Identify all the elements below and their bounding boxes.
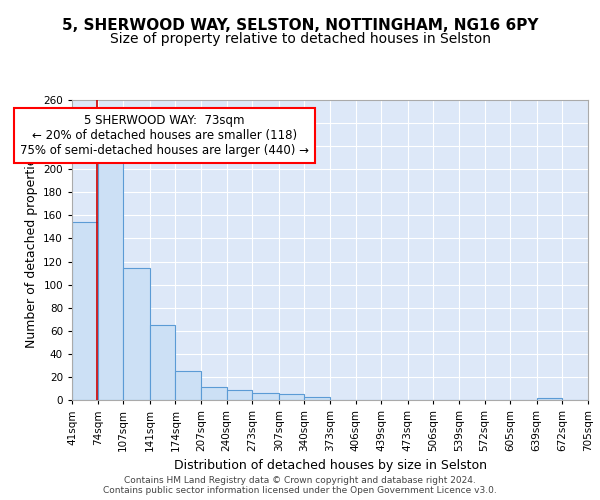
Bar [279, 394, 304, 400]
Bar [150, 325, 175, 400]
Bar [123, 268, 150, 400]
Y-axis label: Number of detached properties: Number of detached properties [25, 152, 38, 348]
Text: Size of property relative to detached houses in Selston: Size of property relative to detached ho… [110, 32, 491, 46]
Text: 5, SHERWOOD WAY, SELSTON, NOTTINGHAM, NG16 6PY: 5, SHERWOOD WAY, SELSTON, NOTTINGHAM, NG… [62, 18, 538, 32]
Text: 5 SHERWOOD WAY:  73sqm
← 20% of detached houses are smaller (118)
75% of semi-de: 5 SHERWOOD WAY: 73sqm ← 20% of detached … [20, 114, 309, 157]
Bar [72, 222, 98, 400]
Bar [537, 398, 562, 400]
X-axis label: Distribution of detached houses by size in Selston: Distribution of detached houses by size … [173, 460, 487, 472]
Bar [252, 393, 279, 400]
Bar [98, 156, 123, 400]
Text: Contains HM Land Registry data © Crown copyright and database right 2024.
Contai: Contains HM Land Registry data © Crown c… [103, 476, 497, 495]
Bar [201, 388, 227, 400]
Bar [227, 390, 252, 400]
Bar [304, 396, 330, 400]
Bar [175, 371, 201, 400]
